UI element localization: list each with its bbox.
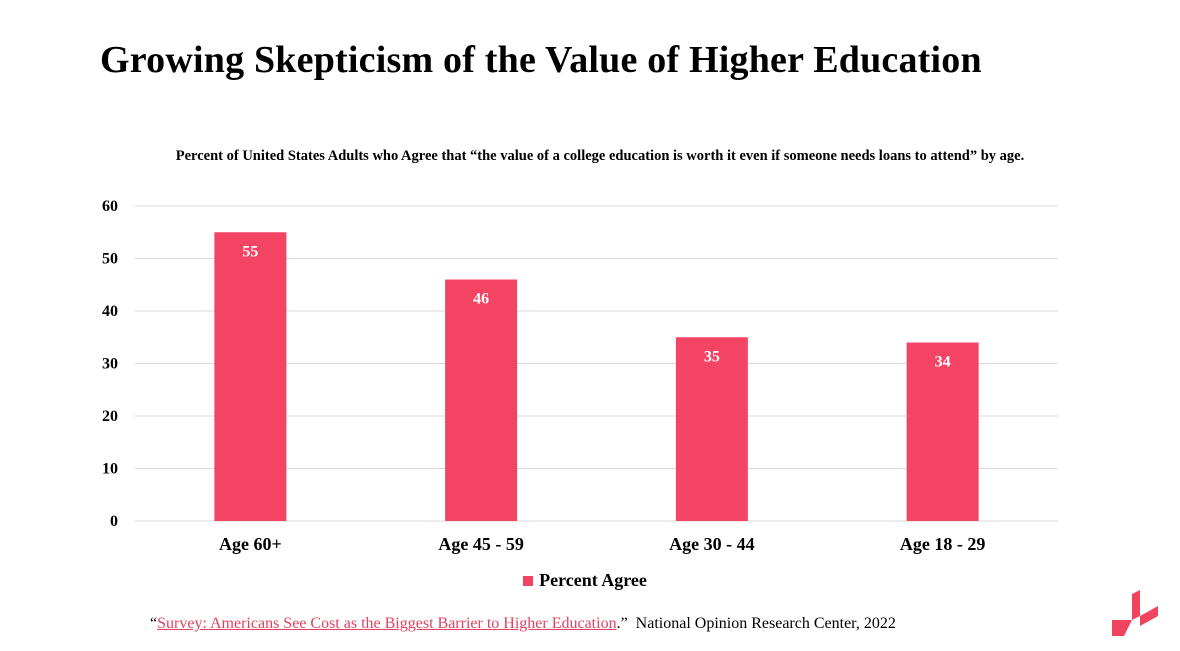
source-open-quote: “: [150, 615, 158, 632]
bar-1: [214, 232, 287, 521]
y-tick-label-40: 40: [102, 303, 118, 320]
chart-legend: Percent Agree: [0, 570, 1170, 591]
chart-grid: [135, 205, 1058, 522]
chart-subtitle: Percent of United States Adults who Agre…: [175, 148, 1025, 164]
bar-chart: 0 10 20 30 40 50 60 55 46 35 34 Age 60+ Age 45 - 5…: [102, 198, 1058, 554]
x-axis: Age 60+ Age 45 - 59 Age 30 - 44 Age 18 - 29: [219, 534, 985, 554]
source-link[interactable]: Survey: Americans See Cost as the Bigges…: [157, 615, 617, 632]
source-close-quote: .”: [616, 615, 628, 632]
y-tick-label-10: 10: [102, 461, 118, 478]
y-tick-label-30: 30: [102, 356, 118, 373]
legend-swatch: [523, 575, 534, 586]
bar-3: [675, 337, 748, 521]
y-axis: 0 10 20 30 40 50 60: [102, 198, 118, 530]
x-tick-label-3: Age 30 - 44: [669, 534, 754, 554]
brand-logo-icon: [1112, 590, 1158, 636]
bar-2: [445, 279, 518, 521]
source-publisher: National Opinion Research Center, 2022: [635, 615, 896, 632]
bar-series: 55 46 35 34: [214, 232, 979, 521]
bar-value-label-4: 34: [935, 354, 951, 371]
x-tick-label-2: Age 45 - 59: [438, 534, 523, 554]
x-tick-label-1: Age 60+: [219, 534, 282, 554]
bar-4: [906, 342, 979, 521]
x-tick-label-4: Age 18 - 29: [900, 534, 985, 554]
legend-label: Percent Agree: [539, 570, 647, 590]
bar-value-label-1: 55: [242, 243, 258, 260]
bar-value-label-2: 46: [473, 291, 489, 308]
y-tick-label-20: 20: [102, 408, 118, 425]
page-title: Growing Skepticism of the Value of Highe…: [100, 39, 982, 81]
source-citation: “Survey: Americans See Cost as the Bigge…: [150, 615, 896, 633]
y-tick-label-0: 0: [110, 513, 118, 530]
y-tick-label-50: 50: [102, 251, 118, 268]
bar-value-label-3: 35: [704, 348, 720, 365]
y-tick-label-60: 60: [102, 198, 118, 215]
